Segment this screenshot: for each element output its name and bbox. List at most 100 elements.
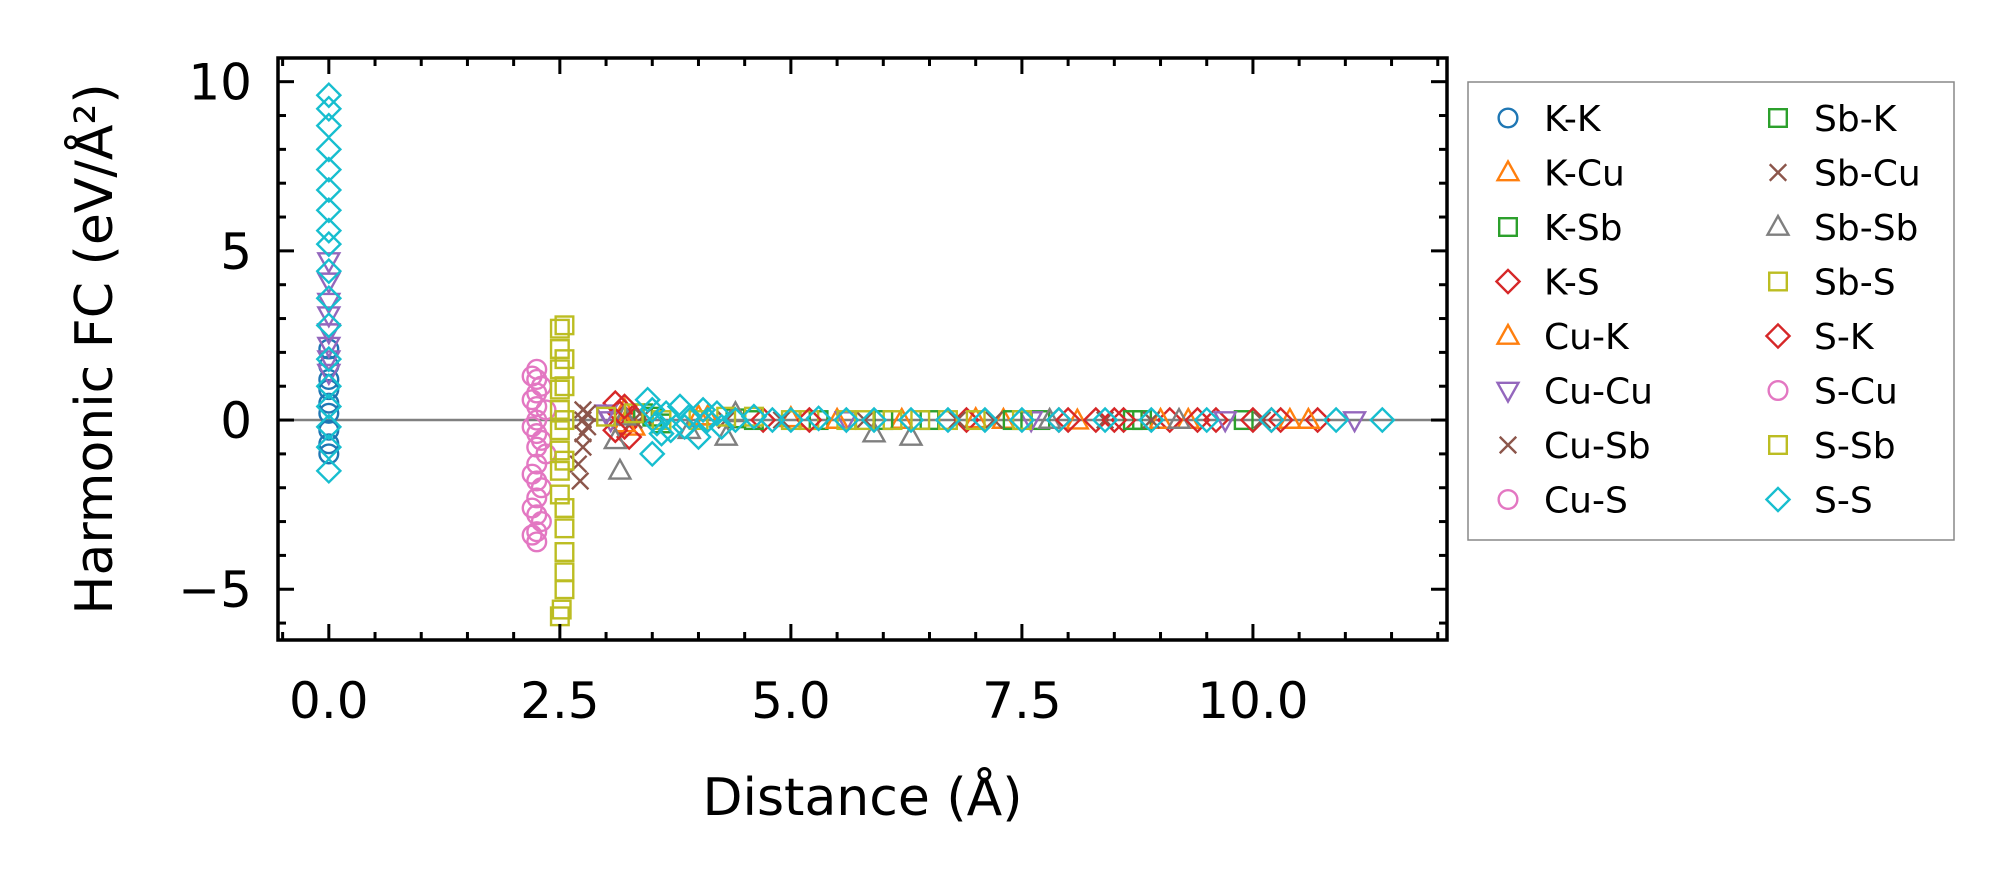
y-tick-label: 5	[220, 223, 252, 281]
data-point	[521, 463, 543, 485]
data-point	[315, 457, 343, 485]
data-point	[554, 349, 575, 370]
data-point	[1322, 406, 1350, 434]
data-point	[554, 315, 575, 336]
data-point	[1091, 406, 1119, 434]
data-point	[1253, 410, 1272, 430]
data-point	[836, 410, 857, 431]
legend-label: K-Sb	[1544, 208, 1623, 249]
data-point	[1064, 407, 1090, 430]
legend-marker	[1495, 322, 1521, 345]
data-point	[1304, 406, 1331, 434]
legend: K-K K-Cu K-Sb K-S Cu-K Cu-Cu Cu-Sb Cu-S Sb-K Sb-C…	[1467, 81, 1955, 541]
data-point	[521, 416, 543, 438]
legend-label: Cu-S	[1544, 481, 1628, 522]
data-point	[965, 410, 986, 431]
ticks-layer: 0.0 2.5 5.0 7.5 10.0 −5 0 5 10	[178, 54, 1447, 730]
legend-marker	[1767, 107, 1788, 128]
data-point	[612, 403, 638, 426]
data-point	[1148, 406, 1174, 429]
data-point	[521, 524, 543, 546]
data-point	[855, 410, 874, 430]
legend-marker	[1495, 159, 1521, 182]
data-point	[526, 521, 548, 543]
legend-label: Cu-Sb	[1544, 426, 1651, 467]
data-point	[315, 372, 343, 400]
data-point	[675, 403, 703, 430]
data-point	[689, 396, 717, 424]
legend-label: Sb-Cu	[1814, 154, 1921, 195]
data-point	[315, 413, 343, 441]
legend-label: K-S	[1544, 263, 1600, 304]
data-point	[1239, 406, 1267, 434]
data-point	[318, 443, 340, 465]
data-point	[526, 487, 548, 509]
data-point	[315, 257, 343, 285]
data-point	[1193, 406, 1220, 434]
legend-item: K-S	[1494, 263, 1600, 304]
data-point	[315, 136, 343, 163]
legend-item: Cu-Sb	[1498, 426, 1651, 467]
data-point	[315, 176, 343, 204]
legend-item: Sb-K	[1767, 99, 1898, 140]
legend-marker	[1767, 435, 1788, 456]
data-point	[1138, 406, 1165, 434]
data-point	[1101, 406, 1128, 434]
data-point	[611, 393, 638, 420]
data-point	[316, 323, 342, 346]
x-tick-label: 5.0	[751, 672, 831, 730]
data-point	[780, 410, 801, 431]
data-point	[316, 350, 342, 373]
data-point	[318, 402, 340, 424]
data-point	[1122, 410, 1143, 431]
legend-marker	[1494, 268, 1522, 295]
data-point	[1233, 410, 1254, 431]
data-point	[1369, 406, 1396, 434]
legend-item: S-Sb	[1767, 426, 1896, 467]
legend-label: S-K	[1814, 317, 1875, 358]
legend-item: S-K	[1764, 317, 1875, 358]
data-point	[615, 423, 643, 451]
data-point	[1342, 411, 1368, 434]
data-point	[521, 389, 543, 411]
legend-marker	[1768, 163, 1788, 182]
data-point	[749, 406, 777, 434]
data-point	[796, 406, 823, 434]
x-tick-label: 0.0	[289, 672, 369, 730]
legend-label: Cu-K	[1544, 317, 1630, 358]
y-tick-label: 0	[220, 392, 252, 450]
data-point	[639, 440, 666, 468]
data-point	[316, 252, 342, 275]
data-point	[549, 420, 570, 441]
legend-item: Sb-S	[1767, 263, 1896, 304]
data-point	[554, 376, 575, 397]
data-point	[315, 156, 343, 183]
legend-label: S-Cu	[1814, 372, 1898, 413]
data-point	[1008, 406, 1036, 434]
data-point	[671, 413, 698, 441]
data-point	[1156, 406, 1184, 434]
data-point	[549, 399, 570, 420]
data-point	[805, 405, 832, 432]
y-tick-label: −5	[178, 561, 252, 619]
data-point	[521, 365, 543, 387]
data-point	[1184, 406, 1211, 434]
legend-item: Cu-Cu	[1495, 372, 1653, 413]
data-point	[1045, 406, 1073, 434]
series-s-s	[315, 81, 1396, 485]
data-point	[1054, 406, 1082, 434]
data-point	[1037, 406, 1063, 429]
data-point	[897, 406, 925, 434]
data-point	[1110, 406, 1137, 434]
data-point	[694, 406, 721, 434]
legend-label: K-K	[1544, 99, 1602, 140]
legend-label: Sb-K	[1814, 99, 1898, 140]
legend-label: S-S	[1814, 481, 1873, 522]
data-point	[521, 497, 543, 519]
legend-item: Cu-S	[1497, 481, 1628, 522]
legend-item: S-S	[1764, 481, 1873, 522]
data-point	[1082, 406, 1110, 434]
data-point	[953, 406, 980, 434]
data-point	[971, 406, 999, 434]
data-point	[554, 498, 575, 519]
